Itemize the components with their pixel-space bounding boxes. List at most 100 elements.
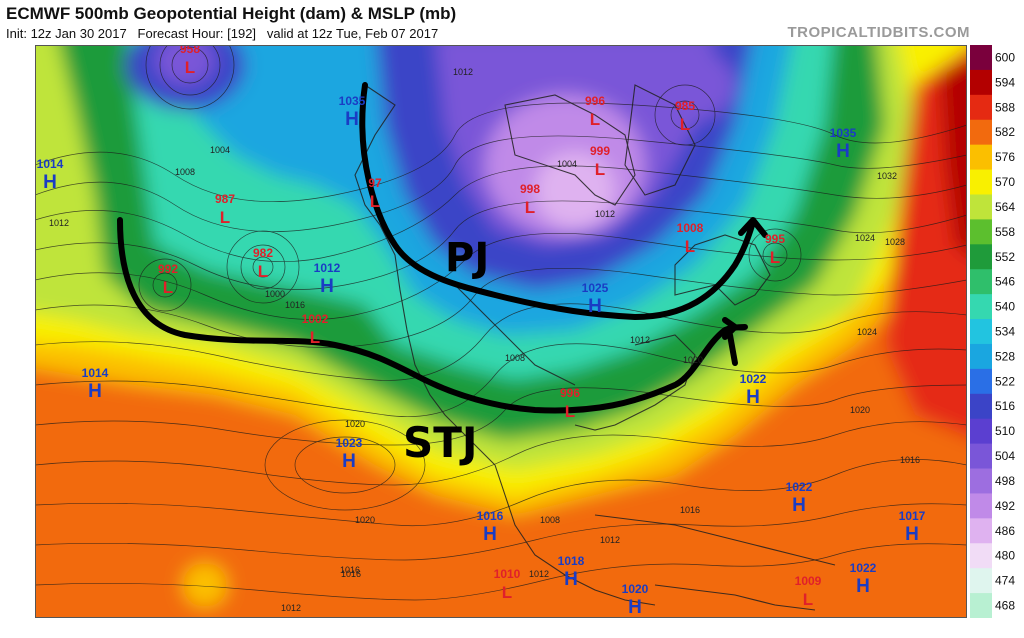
isobar-label: 1004 xyxy=(210,145,230,155)
legend-level-label: 528 xyxy=(995,349,1015,363)
legend-swatch xyxy=(970,119,992,146)
isobar-label: 1012 xyxy=(281,603,301,613)
legend-level-label: 546 xyxy=(995,275,1015,289)
isobar-label: 1008 xyxy=(505,353,525,363)
legend-swatch xyxy=(970,194,992,220)
isobar-label: 1012 xyxy=(630,335,650,345)
isobar-label: 1032 xyxy=(877,171,897,181)
color-scale-legend: 600 594 588 582 576 570 564 558 552 546 540 534 528 5… xyxy=(970,45,1015,618)
low-pressure-marker: L xyxy=(803,590,813,609)
low-pressure-value: 1008 xyxy=(677,221,704,235)
low-pressure-value: 1002 xyxy=(302,312,329,326)
high-pressure-marker: H xyxy=(746,387,760,408)
high-pressure-value: 1023 xyxy=(336,436,363,450)
legend-swatch xyxy=(970,69,992,96)
isobar-label: 1020 xyxy=(345,419,365,429)
high-pressure-marker: H xyxy=(628,597,642,618)
legend-swatch xyxy=(970,269,992,295)
low-pressure-value: 996 xyxy=(585,94,605,108)
low-pressure-value: 995 xyxy=(765,232,785,246)
high-pressure-value: 1025 xyxy=(582,281,609,295)
isobar-label: 1020 xyxy=(850,405,870,415)
low-pressure-marker: L xyxy=(590,110,600,129)
low-pressure-value: 992 xyxy=(158,262,178,276)
low-pressure-marker: L xyxy=(185,58,195,77)
high-pressure-value: 1014 xyxy=(82,366,109,380)
forecast-hour: Forecast Hour: [192] xyxy=(137,26,257,41)
legend-level-label: 516 xyxy=(995,399,1015,413)
isobar-labels: 1012 1008 1004 1000 1016 1020 1024 1028 … xyxy=(49,67,920,613)
legend-level-label: 582 xyxy=(995,125,1015,139)
legend-swatch xyxy=(970,219,992,245)
legend-level-label: 492 xyxy=(995,499,1015,513)
isobar-label: 1016 xyxy=(341,569,361,579)
legend-swatch xyxy=(970,244,992,270)
isobar-label: 1004 xyxy=(557,159,577,169)
legend-swatch xyxy=(970,319,992,345)
isobar-label: 1012 xyxy=(595,209,615,219)
high-pressure-value: 1018 xyxy=(558,554,585,568)
high-pressure-value: 1035 xyxy=(339,94,366,108)
low-pressure-value: 987 xyxy=(215,192,235,206)
legend-level-label: 588 xyxy=(995,100,1015,114)
isobar-label: 1028 xyxy=(885,237,905,247)
high-pressure-marker: H xyxy=(345,109,359,130)
high-pressure-marker: H xyxy=(905,524,919,545)
height-ridge-594 xyxy=(940,60,967,253)
low-pressure-marker: L xyxy=(770,248,780,267)
coastlines xyxy=(354,84,836,611)
low-pressure-value: 985 xyxy=(675,99,695,113)
legend-swatch xyxy=(970,593,992,618)
source-credit: TROPICALTIDBITS.COM xyxy=(787,24,970,41)
annotation-pj: PJ xyxy=(445,235,489,281)
map-title: ECMWF 500mb Geopotential Height (dam) & … xyxy=(6,4,457,23)
legend-level-label: 600 xyxy=(995,50,1015,64)
hand-drawn-jets xyxy=(117,82,768,414)
isobar-label: 1020 xyxy=(683,355,703,365)
isobars xyxy=(35,45,967,601)
hand-annotations: PJ STJ xyxy=(403,235,489,467)
legend-level-label: 510 xyxy=(995,424,1015,438)
high-pressure-marker: H xyxy=(836,141,850,162)
weather-map: PJ STJ 1012 1008 1004 1000 1016 1020 102… xyxy=(35,45,967,618)
isobar-label: 1024 xyxy=(855,233,875,243)
low-pressure-value: 982 xyxy=(253,246,273,260)
high-pressure-marker: H xyxy=(88,381,102,402)
low-pressure-value: 998 xyxy=(520,182,540,196)
low-pressure-marker: L xyxy=(163,278,173,297)
init-time: Init: 12z Jan 30 2017 xyxy=(6,26,127,41)
high-pressure-value: 1012 xyxy=(314,261,341,275)
high-pressure-value: 1022 xyxy=(786,480,813,494)
legend-swatch xyxy=(970,568,992,594)
valid-time: valid at 12z Tue, Feb 07 2017 xyxy=(266,26,439,41)
isobar-label: 1012 xyxy=(49,218,69,228)
low-pressure-marker: L xyxy=(502,583,512,602)
low-pressure-marker: L xyxy=(370,192,380,211)
legend-level-label: 564 xyxy=(995,200,1015,214)
legend-swatch xyxy=(970,169,992,195)
high-pressure-marker: H xyxy=(564,569,578,590)
high-pressure-marker: H xyxy=(588,296,602,317)
legend-swatch xyxy=(970,493,992,519)
legend-level-label: 594 xyxy=(995,75,1015,89)
legend-level-label: 522 xyxy=(995,374,1015,388)
high-pressure-value: 1022 xyxy=(740,372,767,386)
low-pressure-marker: L xyxy=(258,262,268,281)
low-pressure-marker: L xyxy=(685,237,695,256)
legend-level-label: 486 xyxy=(995,524,1015,538)
legend-swatch xyxy=(970,543,992,569)
legend-swatch xyxy=(970,443,992,470)
legend-swatch xyxy=(970,368,992,395)
isobar-label: 1012 xyxy=(453,67,473,77)
low-pressure-marker: L xyxy=(310,328,320,347)
high-pressure-marker: H xyxy=(483,524,497,545)
high-pressure-marker: H xyxy=(320,276,334,297)
legend-level-label: 480 xyxy=(995,549,1015,563)
low-pressure-value: 1010 xyxy=(494,567,521,581)
legend-level-label: 570 xyxy=(995,175,1015,189)
high-pressure-value: 1020 xyxy=(622,582,649,596)
high-pressure-value: 1022 xyxy=(850,561,877,575)
isobar-label: 1020 xyxy=(355,515,375,525)
low-pressure-value: 996 xyxy=(560,386,580,400)
height-band-486 xyxy=(535,152,615,228)
